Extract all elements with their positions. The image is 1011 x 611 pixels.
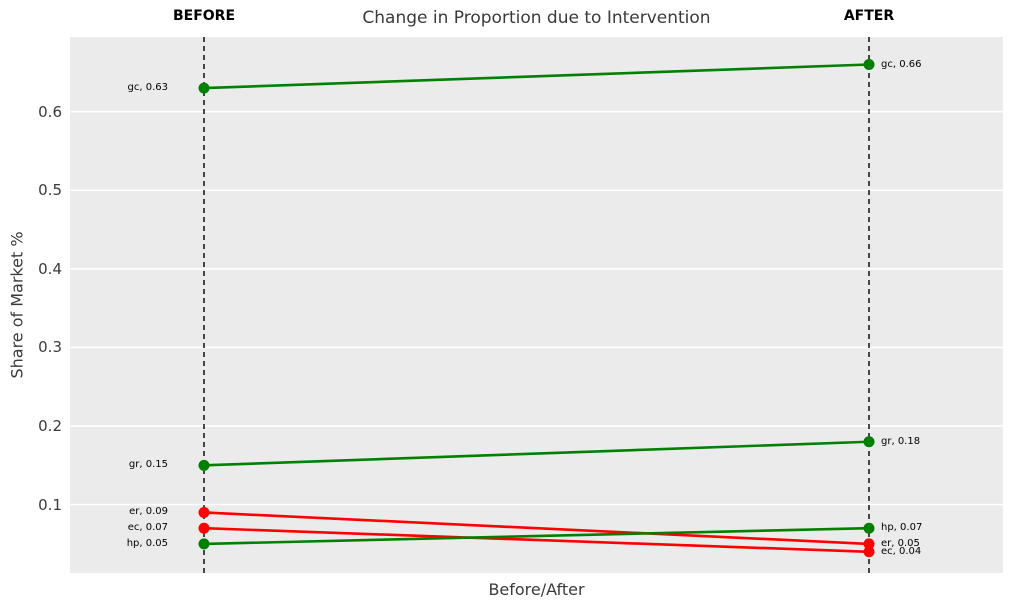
y-tick-label: 0.5 (38, 181, 62, 200)
point-label-hp-after: hp, 0.07 (881, 522, 923, 534)
x-axis-label: Before/After (488, 580, 585, 599)
y-tick-label: 0.2 (38, 417, 62, 436)
y-tick-label: 0.3 (38, 338, 62, 357)
point-ec-before (198, 522, 210, 534)
series-line-gr (203, 440, 870, 467)
series-line-er (203, 511, 870, 546)
point-gr-after (863, 436, 875, 448)
point-gc-after (863, 59, 875, 71)
point-label-gr-before: gr, 0.15 (128, 459, 168, 471)
point-label-ec-after: ec, 0.04 (881, 545, 922, 557)
point-label-gc-before: gc, 0.63 (127, 82, 168, 94)
point-gc-before (198, 82, 210, 94)
point-er-after (863, 538, 875, 550)
series-line-hp (203, 526, 870, 546)
y-tick-label: 0.6 (38, 102, 62, 121)
chart-title: Change in Proportion due to Intervention (362, 8, 711, 28)
point-er-before (198, 506, 210, 518)
y-tick-label: 0.4 (38, 259, 62, 278)
point-hp-after (863, 522, 875, 534)
after-column-header: AFTER (843, 8, 895, 24)
point-gr-before (198, 459, 210, 471)
before-column-header: BEFORE (172, 8, 236, 24)
point-hp-before (198, 538, 210, 550)
point-label-er-before: er, 0.09 (129, 506, 168, 518)
point-label-gc-after: gc, 0.66 (881, 58, 922, 70)
point-label-gr-after: gr, 0.18 (881, 435, 921, 447)
plot-area (70, 37, 1003, 573)
point-label-er-after: er, 0.05 (881, 537, 920, 549)
point-label-ec-before: ec, 0.07 (127, 522, 168, 534)
y-tick-label: 0.1 (38, 495, 62, 514)
point-label-hp-before: hp, 0.05 (126, 537, 168, 549)
series-line-ec (203, 526, 870, 554)
series-line-gc (203, 63, 870, 90)
point-ec-after (863, 546, 875, 558)
